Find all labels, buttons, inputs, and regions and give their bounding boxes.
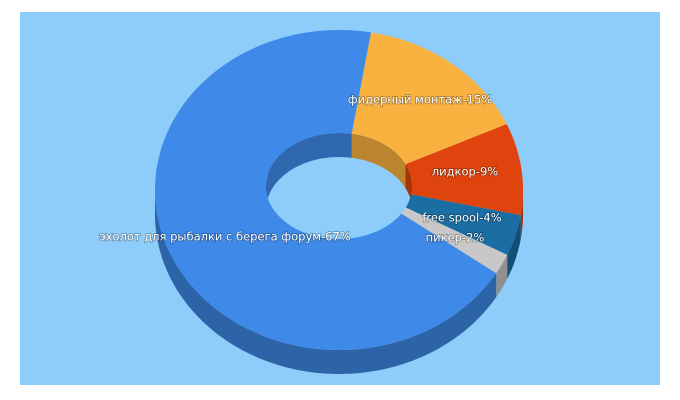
slice-label: эхолот для рыбалки с берега форум-67%: [99, 230, 350, 244]
slice: [405, 124, 523, 216]
walls: [155, 133, 523, 374]
slice-label: free spool-4%: [422, 211, 501, 225]
inner-wall: [351, 133, 406, 189]
outer-wall: [507, 215, 521, 279]
slice-label: пикер-2%: [426, 231, 485, 245]
labels: фидерный монтаж-15% лидкор-9% free spool-4…: [99, 92, 503, 246]
slice: [351, 32, 507, 165]
slice: [405, 194, 521, 255]
slice: [401, 207, 508, 274]
inner-wall: [266, 133, 352, 210]
outer-wall: [155, 190, 497, 374]
slices: [155, 30, 523, 350]
outer-wall: [496, 254, 508, 298]
slice-label: лидкор-9%: [432, 165, 499, 179]
slice-label: фидерный монтаж-15%: [348, 93, 492, 107]
slice: [155, 30, 497, 350]
outer-wall: [520, 190, 523, 240]
